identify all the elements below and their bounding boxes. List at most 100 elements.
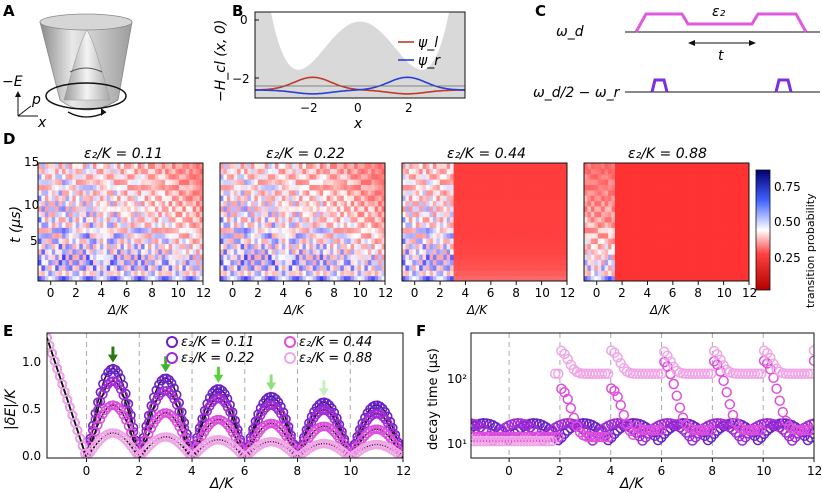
point-f: [668, 378, 679, 390]
point-f: [665, 356, 676, 367]
point-f: [761, 418, 773, 429]
heatmap-xtick: 2: [72, 286, 80, 300]
point-f: [602, 434, 614, 446]
heatmap-xtick: 6: [669, 286, 677, 300]
ylabel-f: decay time (μs): [426, 348, 441, 450]
point-e: [118, 410, 129, 420]
point-f: [777, 406, 789, 418]
heatmap-xtick: 10: [535, 286, 550, 300]
point-f: [758, 345, 770, 356]
heatmap-xtick: 12: [378, 286, 393, 300]
heatmap-xtick: 6: [305, 286, 313, 300]
point-e: [278, 413, 289, 424]
point-e: [189, 450, 200, 458]
legend-psi-l: ψ_l: [418, 35, 438, 51]
point-f: [562, 418, 573, 429]
point-f: [599, 368, 611, 379]
point-f: [655, 368, 667, 379]
point-e: [291, 451, 301, 458]
point-e: [324, 407, 335, 418]
point-f: [802, 425, 814, 436]
point-e: [375, 409, 385, 420]
point-e: [143, 441, 154, 452]
colorbar-tick-0.50: 0.50: [774, 215, 801, 229]
heatmap-xtick: 10: [353, 286, 368, 300]
point-f: [715, 354, 726, 365]
momentum-axis-label: p: [31, 92, 41, 108]
point-f: [559, 428, 570, 440]
heatmap-xtick: 2: [618, 286, 626, 300]
point-e: [273, 421, 284, 432]
point-f: [602, 368, 614, 379]
point-f: [752, 434, 764, 446]
point-f: [677, 412, 689, 423]
point-f: [609, 385, 620, 397]
xlabel-e: Δ/K: [209, 476, 235, 492]
point-e: [197, 431, 207, 442]
point-f: [606, 345, 617, 356]
point-f: [702, 425, 714, 436]
legend-psi-r: ψ_r: [418, 53, 441, 69]
point-e: [329, 414, 340, 424]
xtick-e: 6: [241, 464, 249, 478]
point-f: [702, 434, 714, 446]
point-f: [802, 434, 814, 446]
point-e: [271, 402, 281, 413]
point-f: [721, 386, 732, 398]
plot-frame-f: [470, 332, 815, 459]
point-f: [674, 402, 686, 413]
xlabel-d-1: Δ/K: [107, 303, 129, 317]
point-e: [326, 424, 337, 435]
heatmap-4: 0 2 4 6 8 10 12: [583, 162, 757, 300]
xtick-e: 2: [135, 464, 143, 478]
panel-label-f: F: [416, 322, 426, 340]
point-f: [712, 359, 723, 371]
drive-pulse: [634, 12, 808, 33]
colorbar-tick-0.25: 0.25: [774, 251, 801, 265]
heatmap-xtick: 2: [254, 286, 262, 300]
heatmap-xtick: 8: [512, 286, 520, 300]
point-e: [202, 406, 212, 417]
heatmap-1: 0 2 4 6 8 10 12: [37, 162, 211, 300]
point-e: [174, 438, 184, 449]
ytick-e-0: 0.0: [22, 449, 41, 463]
ylabel-e: |δE|/K: [3, 387, 19, 430]
point-f: [724, 399, 736, 410]
point-e: [166, 378, 177, 388]
time-label: t: [718, 48, 724, 64]
xtick-f: 8: [708, 464, 716, 478]
point-f: [637, 435, 648, 446]
point-e: [95, 414, 106, 425]
point-e: [166, 410, 177, 421]
ytick-d-15: 15: [24, 155, 39, 169]
point-f: [808, 345, 814, 356]
xlabel-d-2: Δ/K: [283, 303, 305, 317]
point-e: [110, 377, 121, 387]
xtick-f: 2: [556, 464, 564, 478]
point-e: [115, 384, 126, 395]
colorbar-tick-0.75: 0.75: [774, 180, 801, 194]
point-f: [606, 383, 617, 394]
point-e: [141, 444, 151, 455]
point-e: [47, 333, 52, 343]
point-f: [602, 431, 614, 443]
heatmaps: 0 2 4 6 8 10 12 0 2 4 6 8 10 12 0 2 4 6 8 10 12 0 2 4 6 8 10 12: [37, 162, 757, 300]
point-f: [780, 415, 792, 427]
point-f: [556, 345, 567, 357]
series-f-3: [471, 345, 814, 447]
point-f: [805, 425, 814, 436]
point-f: [699, 368, 711, 379]
point-e: [286, 447, 296, 457]
point-e: [238, 451, 248, 458]
xlabel-f: Δ/K: [619, 476, 645, 492]
legend-b: ψ_l ψ_r: [398, 35, 441, 69]
xtick-f: 4: [607, 464, 615, 478]
point-f: [649, 425, 661, 436]
point-e: [177, 427, 187, 437]
ylabel-d: t (μs): [8, 206, 24, 243]
heatmap-title-4: ε₂/K = 0.88: [628, 146, 707, 162]
point-e: [143, 429, 154, 439]
heatmap-xtick: 4: [280, 286, 288, 300]
panel-label-b: B: [232, 2, 243, 20]
